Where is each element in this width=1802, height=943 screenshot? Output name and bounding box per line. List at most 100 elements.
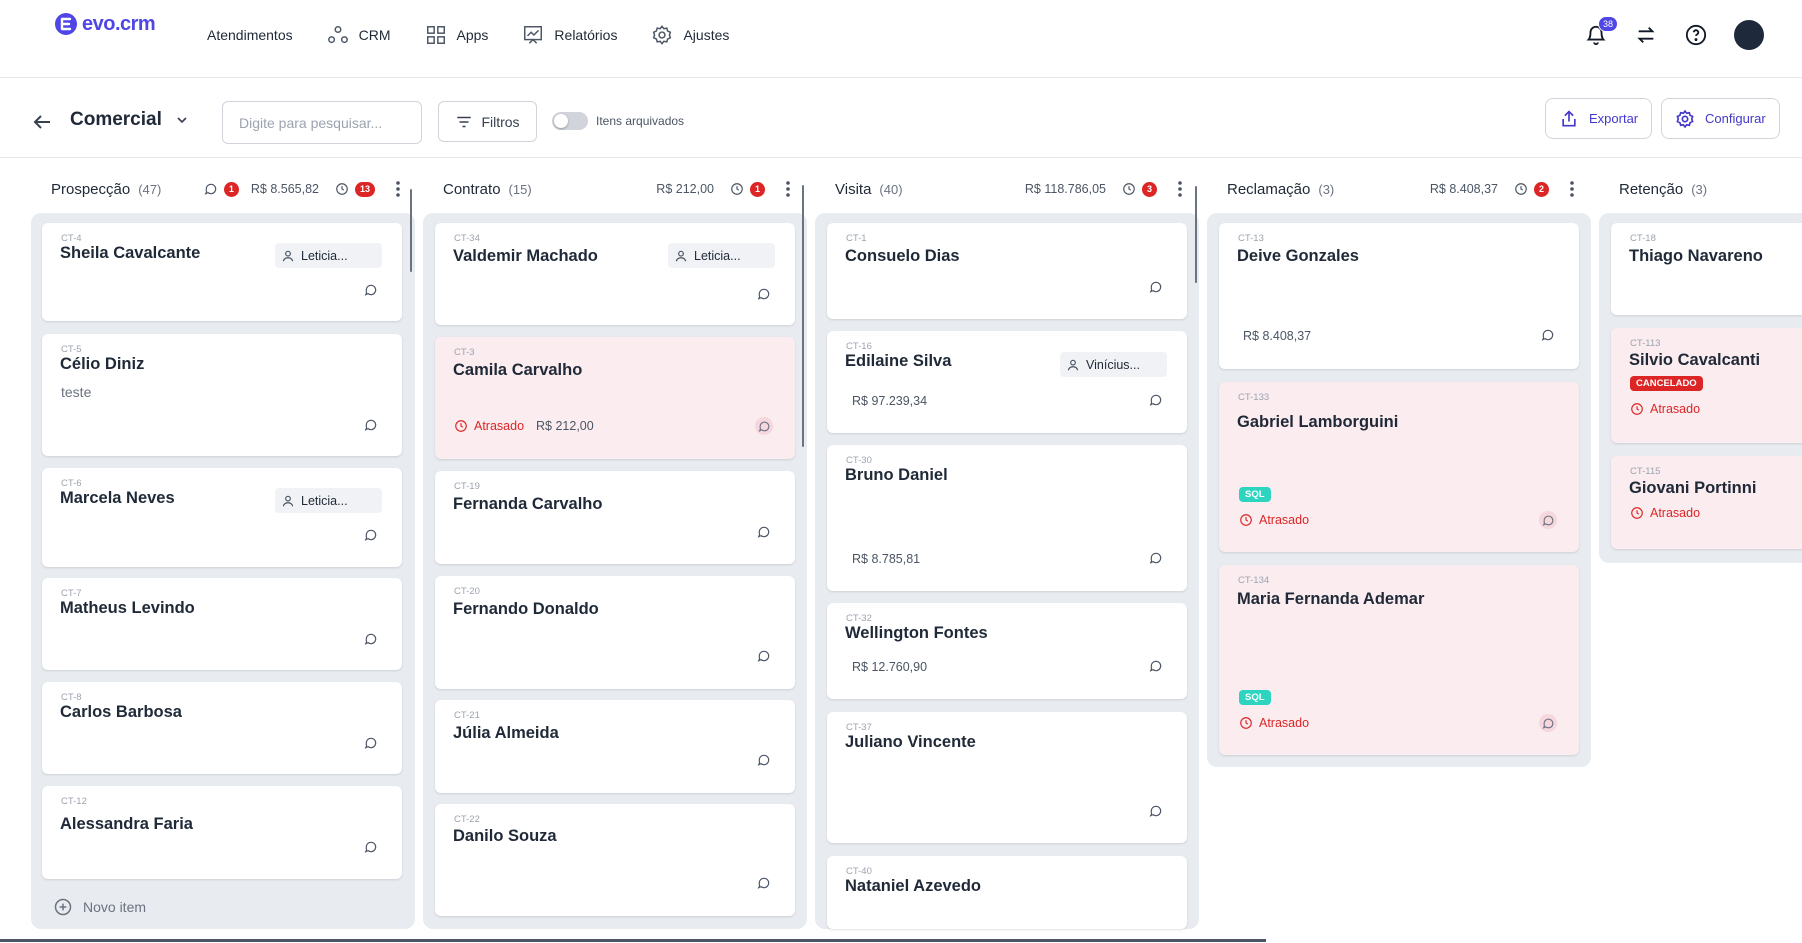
app-logo[interactable]: evo.crm: [54, 12, 156, 36]
owner-chip[interactable]: Leticia...: [668, 243, 775, 268]
notifications-button[interactable]: 38: [1584, 16, 1618, 47]
card-value: R$ 97.239,34: [852, 394, 928, 408]
filters-button[interactable]: Filtros: [438, 101, 537, 142]
column-stats: 1 R$ 8.565,82 13: [204, 180, 405, 198]
new-item-button[interactable]: Novo item: [53, 897, 146, 917]
clock-icon: [1631, 507, 1643, 519]
column-scrollbar[interactable]: [802, 185, 804, 447]
comment-button[interactable]: [755, 417, 773, 435]
nav-item-crm[interactable]: CRM: [327, 24, 391, 46]
clock-icon: [1240, 514, 1252, 526]
deal-card-late[interactable]: CT-113 Silvio Cavalcanti CANCELADO Atras…: [1611, 328, 1802, 443]
deal-card-late[interactable]: CT-115 Giovani Portinni Atrasado: [1611, 456, 1802, 549]
deal-card[interactable]: CT-12 Alessandra Faria: [42, 786, 402, 879]
late-badge: 2: [1533, 181, 1549, 197]
comment-button[interactable]: [1147, 549, 1165, 567]
column-visita: Visita (40) R$ 118.786,05 3 CT-1 Consuel…: [815, 159, 1199, 929]
comment-button[interactable]: [1147, 657, 1165, 675]
column-scrollbar[interactable]: [410, 189, 412, 272]
logo-icon: [55, 13, 77, 35]
more-vertical-icon[interactable]: [781, 180, 795, 198]
deal-card[interactable]: CT-30 Bruno Daniel R$ 8.785,81: [827, 445, 1187, 591]
deal-card[interactable]: CT-20 Fernando Donaldo: [435, 576, 795, 689]
deal-card[interactable]: CT-16 Edilaine Silva Vinícius... R$ 97.2…: [827, 331, 1187, 433]
report-chart-icon: [524, 26, 543, 44]
comment-icon: [1542, 718, 1553, 729]
comment-button[interactable]: [1147, 391, 1165, 409]
comment-button[interactable]: [362, 838, 380, 856]
nav-item-atendimentos[interactable]: Atendimentos: [207, 27, 293, 43]
comment-button[interactable]: [755, 874, 773, 892]
deal-card-late[interactable]: CT-133 Gabriel Lamborguini SQL Atrasado: [1219, 382, 1579, 552]
nav-item-apps[interactable]: Apps: [425, 24, 488, 46]
deal-card[interactable]: CT-13 Deive Gonzales R$ 8.408,37: [1219, 223, 1579, 369]
late-label: Atrasado: [1259, 513, 1310, 527]
configure-button[interactable]: Configurar: [1661, 98, 1780, 139]
deal-card[interactable]: CT-4 Sheila Cavalcante Leticia...: [42, 223, 402, 321]
deal-card[interactable]: CT-22 Danilo Souza: [435, 804, 795, 916]
more-vertical-icon[interactable]: [1173, 180, 1187, 198]
comment-button[interactable]: [362, 526, 380, 544]
deal-card[interactable]: CT-8 Carlos Barbosa: [42, 682, 402, 774]
late-status: Atrasado: [1630, 506, 1700, 520]
comment-button[interactable]: [362, 416, 380, 434]
deal-card[interactable]: CT-37 Juliano Vincente: [827, 712, 1187, 843]
deal-card[interactable]: CT-19 Fernanda Carvalho: [435, 471, 795, 564]
deal-card[interactable]: CT-7 Matheus Levindo: [42, 578, 402, 670]
card-name: Fernando Donaldo: [453, 600, 599, 618]
column-title: Reclamação: [1227, 180, 1311, 198]
switch-button[interactable]: [1634, 23, 1658, 47]
deal-card[interactable]: CT-40 Nataniel Azevedo: [827, 856, 1187, 929]
comment-button[interactable]: [362, 281, 380, 299]
search-input[interactable]: [222, 101, 422, 144]
card-code: CT-16: [846, 341, 872, 352]
nav-item-ajustes[interactable]: Ajustes: [651, 24, 729, 46]
comment-button[interactable]: [362, 630, 380, 648]
column-scrollbar[interactable]: [1195, 186, 1197, 283]
comment-button[interactable]: [1539, 511, 1557, 529]
back-arrow-icon[interactable]: [30, 110, 54, 134]
owner-chip[interactable]: Leticia...: [275, 243, 382, 268]
deal-card-late[interactable]: CT-134 Maria Fernanda Ademar SQL Atrasad…: [1219, 565, 1579, 755]
archived-toggle-group: Itens arquivados: [552, 112, 684, 130]
card-value: R$ 8.785,81: [852, 552, 921, 566]
card-name: Thiago Navareno: [1629, 247, 1763, 265]
deal-card[interactable]: CT-6 Marcela Neves Leticia...: [42, 468, 402, 567]
comment-button[interactable]: [755, 751, 773, 769]
more-vertical-icon[interactable]: [1565, 180, 1579, 198]
deal-card[interactable]: CT-5 Célio Diniz teste: [42, 334, 402, 456]
comment-button[interactable]: [362, 734, 380, 752]
comment-button[interactable]: [1539, 714, 1557, 732]
more-vertical-icon[interactable]: [391, 180, 405, 198]
card-name: Marcela Neves: [60, 489, 175, 507]
help-button[interactable]: [1684, 23, 1708, 47]
archived-toggle[interactable]: [552, 112, 588, 130]
export-button[interactable]: Exportar: [1545, 98, 1653, 139]
column-title: Contrato: [443, 180, 501, 198]
deal-card[interactable]: CT-18 Thiago Navareno: [1611, 223, 1802, 315]
deal-card[interactable]: CT-34 Valdemir Machado Leticia...: [435, 223, 795, 325]
owner-chip[interactable]: Leticia...: [275, 488, 382, 513]
nav-item-relatorios[interactable]: Relatórios: [522, 24, 617, 46]
comment-button[interactable]: [1147, 278, 1165, 296]
owner-chip[interactable]: Vinícius...: [1060, 352, 1167, 377]
card-code: CT-13: [1238, 233, 1264, 244]
comment-button[interactable]: [755, 647, 773, 665]
pipeline-selector[interactable]: Comercial: [70, 109, 190, 131]
card-name: Consuelo Dias: [845, 247, 960, 265]
archived-label: Itens arquivados: [596, 114, 685, 128]
nav-label: Ajustes: [683, 27, 730, 43]
comment-button[interactable]: [755, 523, 773, 541]
comment-icon: [364, 529, 377, 541]
comment-button[interactable]: [755, 285, 773, 303]
board-horizontal-scrollbar[interactable]: [0, 939, 1266, 942]
deal-card[interactable]: CT-1 Consuelo Dias: [827, 223, 1187, 319]
deal-card[interactable]: CT-32 Wellington Fontes R$ 12.760,90: [827, 603, 1187, 699]
filter-lines-icon: [457, 116, 472, 127]
column-title: Visita: [835, 180, 872, 198]
comment-button[interactable]: [1147, 802, 1165, 820]
deal-card[interactable]: CT-21 Júlia Almeida: [435, 700, 795, 793]
deal-card-late[interactable]: CT-3 Camila Carvalho Atrasado R$ 212,00: [435, 337, 795, 459]
user-avatar[interactable]: [1734, 20, 1764, 50]
comment-button[interactable]: [1539, 326, 1557, 344]
